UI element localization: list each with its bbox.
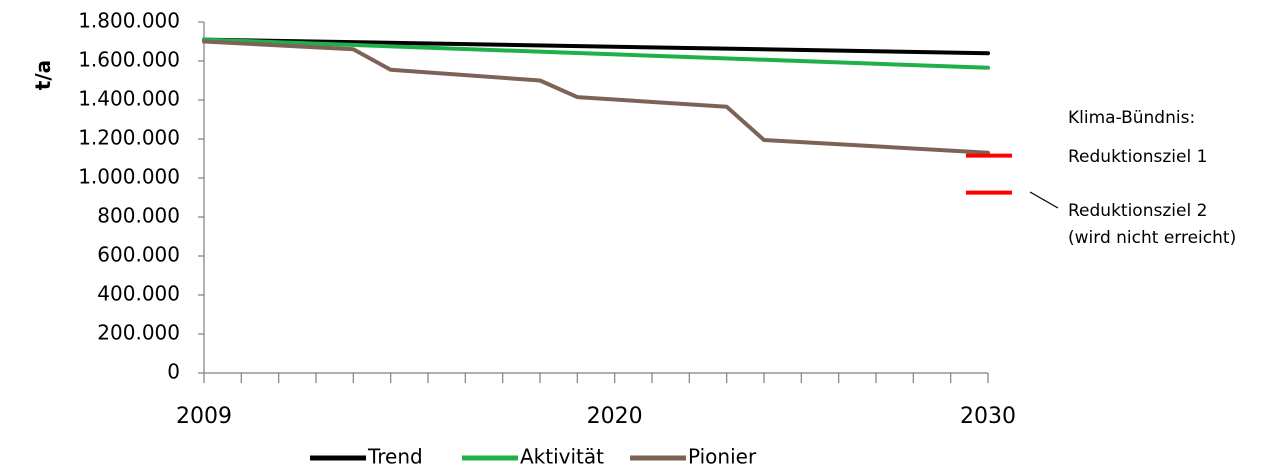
series-layer: [202, 37, 990, 155]
series-line-pionier: [202, 39, 990, 155]
x-tick-label: 2030: [960, 404, 1016, 429]
y-tick-label: 1.000.000: [78, 165, 180, 189]
legend-label: Trend: [367, 445, 423, 469]
legend-label: Pionier: [688, 445, 757, 469]
legend: Trend Aktivität Pionier: [310, 445, 757, 469]
annotation-target2-label: Reduktionsziel 2: [1068, 201, 1207, 221]
axes: 0 200.000 400.000 600.000 800.000 1.000.000 1.…: [78, 9, 1016, 430]
y-tick-label: 600.000: [97, 243, 180, 267]
annotations: Klima-Bündnis: Reduktionsziel 1 Reduktio…: [1029, 108, 1236, 248]
annotation-target2-note: (wird nicht erreicht): [1068, 228, 1236, 248]
x-tick-label: 2020: [587, 404, 643, 429]
annotation-target1-label: Reduktionsziel 1: [1068, 147, 1207, 167]
series-line-aktivitt: [202, 37, 990, 70]
y-tick-label: 1.200.000: [78, 126, 180, 150]
y-tick-label: 400.000: [97, 282, 180, 306]
y-tick-label: 200.000: [97, 321, 180, 345]
y-tick-label: 1.600.000: [78, 48, 180, 72]
legend-label: Aktivität: [520, 445, 604, 469]
series-line-trend: [202, 37, 990, 56]
annotation-leader-line: [1029, 191, 1059, 209]
annotation-heading: Klima-Bündnis:: [1068, 108, 1195, 128]
y-axis-label: t/a: [31, 60, 55, 90]
y-tick-label: 1.800.000: [78, 9, 180, 33]
y-tick-label: 800.000: [97, 204, 180, 228]
x-tick-label: 2009: [176, 404, 232, 429]
y-tick-label: 0: [167, 360, 180, 384]
targets-layer: [966, 153, 1012, 195]
y-tick-label: 1.400.000: [78, 87, 180, 111]
